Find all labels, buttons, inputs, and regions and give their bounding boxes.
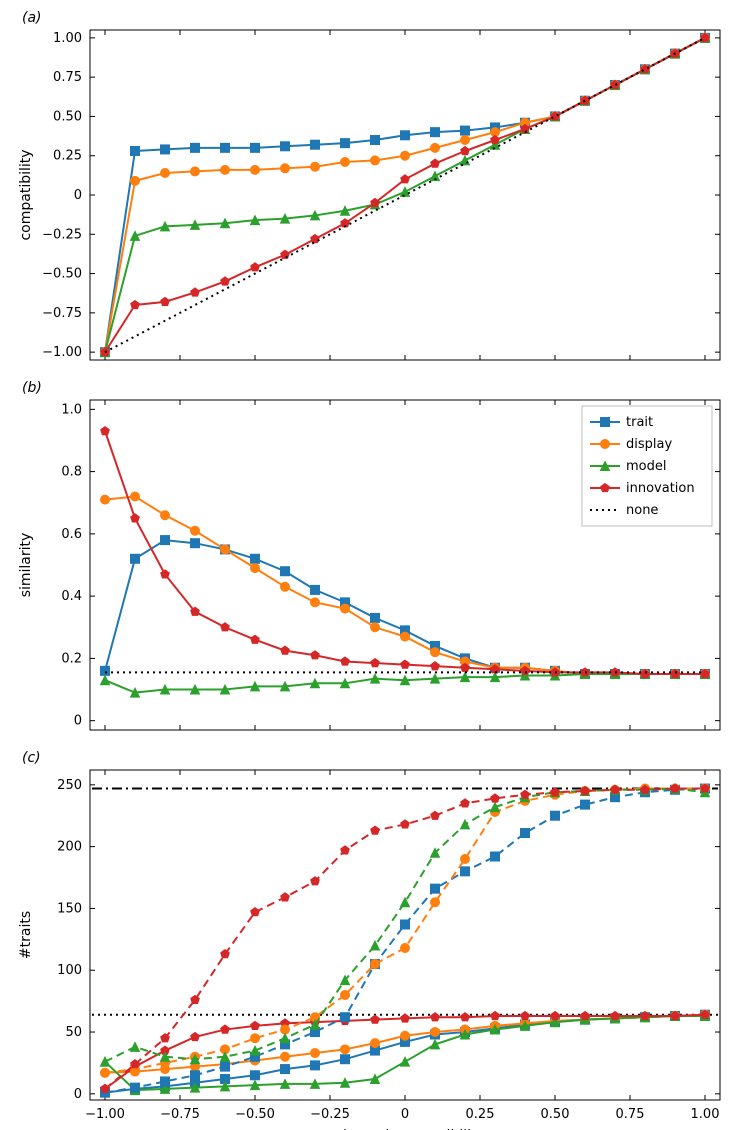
legend-label: innovation (626, 481, 695, 496)
xtick-label: −0.25 (310, 1107, 350, 1122)
ytick-label: 100 (57, 963, 82, 978)
ytick-label: −0.75 (42, 306, 82, 321)
legend-label: none (626, 503, 658, 518)
panel-label: (a) (22, 10, 42, 26)
xtick-label: 0.75 (616, 1107, 645, 1122)
ytick-label: 200 (57, 840, 82, 855)
panel-2: (c) −1.00 −0.75 −0.50 −0.25 0 0.25 0.50 0.75 1.00… (18, 750, 720, 1122)
panel-0: (a) −1.00 −0.75 −0.50 −0.25 0 0.25 0.50 0.75 1.00… (18, 10, 720, 360)
ytick-label: −0.25 (42, 227, 82, 242)
panel-label: (c) (22, 750, 41, 766)
panel-label: (b) (22, 380, 42, 396)
xtick-label: 1.00 (691, 1107, 720, 1122)
ytick-label: 50 (65, 1025, 82, 1040)
ytick-label: 0.6 (61, 527, 82, 542)
xtick-label: 0.25 (466, 1107, 495, 1122)
panel-1: (b) 0 0.2 0.4 0.6 0.8 1.0 similarity trait displa… (18, 380, 720, 730)
ytick-label: 1.00 (53, 31, 82, 46)
ytick-label: 0.50 (53, 109, 82, 124)
ytick-label: 0.4 (61, 589, 82, 604)
series-trait-dashed (105, 789, 705, 1093)
ytick-label: −0.50 (42, 267, 82, 282)
figure: (a)−1.00−0.75−0.50−0.2500.250.500.751.00… (0, 0, 742, 1130)
legend-label: display (626, 437, 672, 452)
xtick-label: −0.75 (160, 1107, 200, 1122)
ytick-label: 250 (57, 778, 82, 793)
series-display-dashed (105, 789, 705, 1073)
ylabel: compatibility (18, 149, 34, 240)
ytick-label: 0 (74, 714, 82, 729)
legend-label: trait (626, 415, 653, 430)
ylabel: #traits (18, 911, 34, 959)
ytick-label: 0 (74, 188, 82, 203)
ytick-label: −1.00 (42, 345, 82, 360)
ytick-label: 0.2 (61, 651, 82, 666)
ytick-label: 1.0 (61, 402, 82, 417)
xtick-label: 0.50 (541, 1107, 570, 1122)
ytick-label: 150 (57, 901, 82, 916)
xtick-label: −0.50 (235, 1107, 275, 1122)
ytick-label: 0.75 (53, 70, 82, 85)
xtick-label: 0 (401, 1107, 409, 1122)
ytick-label: 0.8 (61, 465, 82, 480)
xtick-label: −1.00 (85, 1107, 125, 1122)
ytick-label: 0 (74, 1087, 82, 1102)
ytick-label: 0.25 (53, 149, 82, 164)
ylabel: similarity (18, 533, 34, 598)
legend-label: model (626, 459, 666, 474)
